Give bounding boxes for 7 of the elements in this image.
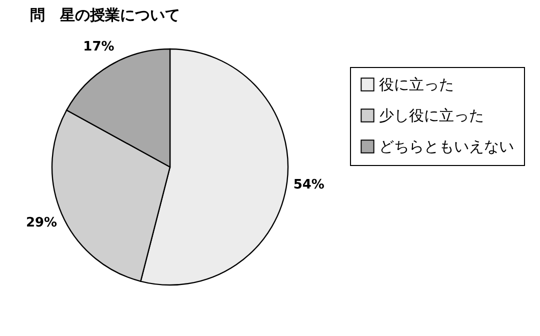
chart-title: 問 星の授業について <box>30 6 180 24</box>
legend-label: どちらともいえない <box>379 138 514 156</box>
data-label: 29% <box>26 216 58 231</box>
legend-label: 役に立った <box>379 76 454 94</box>
data-label: 17% <box>83 39 114 54</box>
data-label: 54% <box>293 178 324 193</box>
legend-label: 少し役に立った <box>379 106 484 124</box>
